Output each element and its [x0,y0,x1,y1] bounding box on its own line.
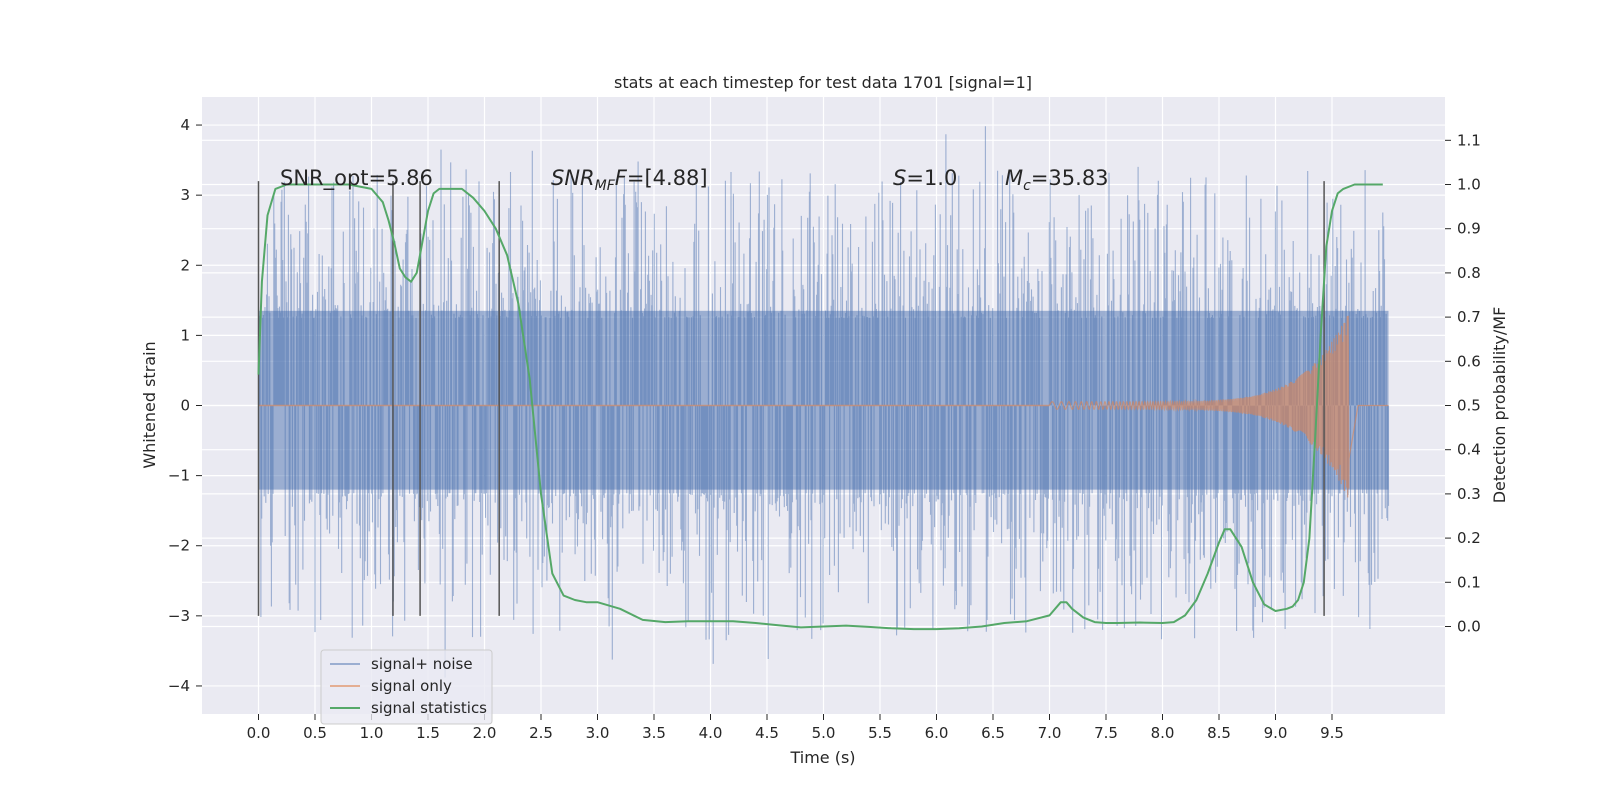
chart-title: stats at each timestep for test data 170… [614,73,1032,92]
y-tick-label: −4 [168,677,190,695]
annotation-mc: Mc=35.83 [1005,166,1109,194]
x-tick-label: 9.0 [1264,724,1288,742]
x-tick-label: 1.5 [416,724,440,742]
y2-tick-label: 0.4 [1457,441,1481,459]
legend-box [320,649,493,725]
annotation-s: S=1.0 [893,166,957,190]
y-tick-label: −1 [168,467,190,485]
y2-tick-label: 0.0 [1457,617,1481,635]
y2-axis-label: Detection probability/MF [1490,307,1509,504]
y-tick-label: −3 [168,607,190,625]
y-axis-label: Whitened strain [140,341,159,468]
x-tick-label: 3.5 [642,724,666,742]
x-tick-label: 5.0 [812,724,836,742]
signal-statistics-line [257,183,1383,631]
y-tick-label: 3 [180,186,190,204]
y2-tick-label: 1.1 [1457,131,1481,149]
x-tick-label: 4.0 [699,724,723,742]
x-tick-label: 0.0 [247,724,271,742]
y-tick-label: 2 [180,256,190,274]
y-tick-label: −2 [168,537,190,555]
annotation-snr-mf: SNRMFF=[4.88] [551,166,708,194]
y-axis-ticks: −4 −3 −2 −1 0 1 2 3 4 [168,116,202,695]
y2-tick-label: 0.7 [1457,308,1481,326]
y2-tick-label: 0.6 [1457,352,1481,370]
x-tick-label: 7.0 [1038,724,1062,742]
signal-statistics-series [257,183,1383,631]
signal-chirp [1048,315,1389,498]
x-tick-label: 4.5 [755,724,779,742]
x-tick-label: 6.0 [925,724,949,742]
x-tick-label: 8.0 [1151,724,1175,742]
x-tick-label: 6.5 [981,724,1005,742]
legend-label-stats: signal statistics [371,699,487,717]
y2-tick-label: 0.3 [1457,485,1481,503]
y-tick-label: 1 [180,326,190,344]
y-tick-label: 0 [180,397,190,415]
signal-only-series [258,315,1389,498]
signal-plus-noise-series [257,126,1390,678]
x-tick-label: 2.5 [529,724,553,742]
y2-axis-ticks: 0.0 0.1 0.2 0.3 0.4 0.5 0.6 0.7 0.8 0.9 1.0 1.1 [1445,131,1481,635]
x-tick-label: 3.0 [586,724,610,742]
x-tick-label: 7.5 [1094,724,1118,742]
y-tick-label: 4 [180,116,190,134]
y2-tick-label: 0.1 [1457,573,1481,591]
x-tick-label: 8.5 [1207,724,1231,742]
x-axis-label: Time (s) [789,748,855,767]
legend-label-noise: signal+ noise [371,655,473,673]
x-tick-label: 1.0 [360,724,384,742]
legend: signal+ noise signal only signal statist… [320,649,493,725]
x-tick-label: 0.5 [303,724,327,742]
x-tick-label: 5.5 [868,724,892,742]
y2-tick-label: 1.0 [1457,176,1481,194]
y2-tick-label: 0.5 [1457,397,1481,415]
x-axis-ticks: 0.0 0.5 1.0 1.5 2.0 2.5 3.0 3.5 4.0 4.5 5.0 5.5 6.0 6… [247,714,1344,742]
x-tick-label: 9.5 [1320,724,1344,742]
legend-label-signal: signal only [371,677,452,695]
annotation-snr-opt: SNR_opt=5.86 [280,166,433,191]
y2-tick-label: 0.2 [1457,529,1481,547]
y2-tick-label: 0.8 [1457,264,1481,282]
y2-tick-label: 0.9 [1457,220,1481,238]
x-tick-label: 2.0 [473,724,497,742]
